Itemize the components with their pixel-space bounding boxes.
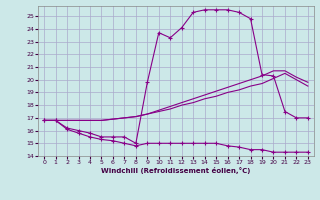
X-axis label: Windchill (Refroidissement éolien,°C): Windchill (Refroidissement éolien,°C) <box>101 167 251 174</box>
